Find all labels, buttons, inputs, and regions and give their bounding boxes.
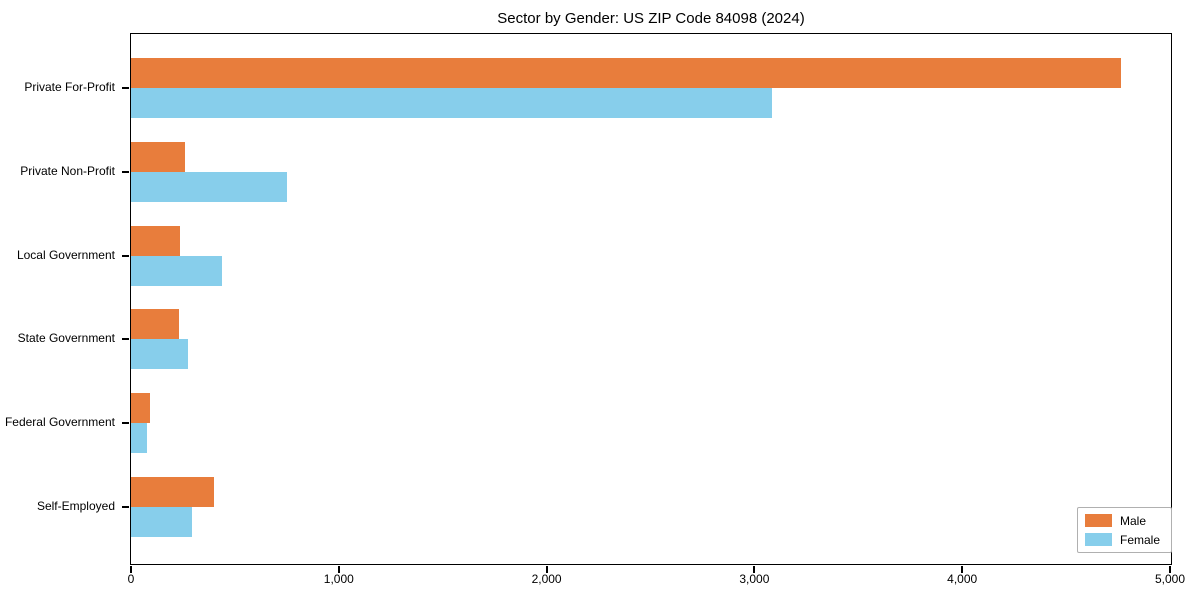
y-axis-label: Self-Employed (36, 499, 115, 513)
y-axis-tick (122, 254, 129, 257)
y-axis-tick (122, 170, 129, 173)
y-axis-label: Federal Government (4, 415, 115, 430)
x-axis-tick (753, 566, 756, 573)
legend-entry-male: Male (1085, 514, 1164, 527)
bar-female-1 (131, 171, 287, 202)
plot-area: 0 1,000 2,000 3,000 4,000 5,000 (122, 33, 1185, 586)
x-axis-tick (337, 566, 340, 573)
y-axis-label-area: Private For-Profit Private Non-Profit Loca… (0, 33, 121, 565)
chart-title: Sector by Gender: US ZIP Code 84098 (202… (497, 10, 805, 27)
bar-male-2 (131, 225, 180, 256)
legend-swatch-female (1085, 533, 1112, 546)
x-axis-tick (545, 566, 548, 573)
bar-female-2 (131, 255, 223, 286)
x-axis-tick-label: 3,000 (739, 572, 770, 586)
x-axis-tick-label: 2,000 (531, 572, 562, 586)
bar-male-4 (131, 393, 150, 424)
bar-male-1 (131, 141, 186, 172)
y-axis-tick (122, 506, 129, 508)
y-axis-tick (122, 422, 129, 425)
bar-female-0 (131, 88, 773, 118)
x-axis-tick (1169, 566, 1171, 573)
bar-female-5 (131, 507, 193, 537)
x-axis-tick (961, 566, 964, 573)
x-axis-tick-label: 0 (127, 572, 135, 586)
bar-male-5 (131, 477, 215, 507)
y-axis-tick (122, 338, 129, 341)
y-axis-label: State Government (17, 331, 115, 346)
x-axis-tick-label: 1,000 (323, 572, 354, 586)
x-axis-tick-label: 4,000 (947, 572, 978, 586)
bar-male-0 (131, 58, 1122, 88)
legend-entry-female: Female (1085, 533, 1164, 546)
legend-swatch-male (1085, 514, 1112, 527)
x-axis-tick-label: 5,000 (1154, 572, 1186, 586)
y-axis-label: Private Non-Profit (20, 163, 115, 178)
y-axis-label: Private For-Profit (24, 80, 115, 94)
bar-male-3 (131, 309, 179, 340)
x-axis-tick (130, 566, 132, 573)
y-axis-tick (122, 87, 129, 89)
bar-female-3 (131, 339, 189, 370)
bar-female-4 (131, 423, 147, 454)
y-axis-label: Local Government (16, 247, 115, 262)
legend-label-female: Female (1120, 532, 1161, 547)
legend-label-male: Male (1120, 513, 1147, 528)
legend: Male Female (1077, 507, 1172, 553)
